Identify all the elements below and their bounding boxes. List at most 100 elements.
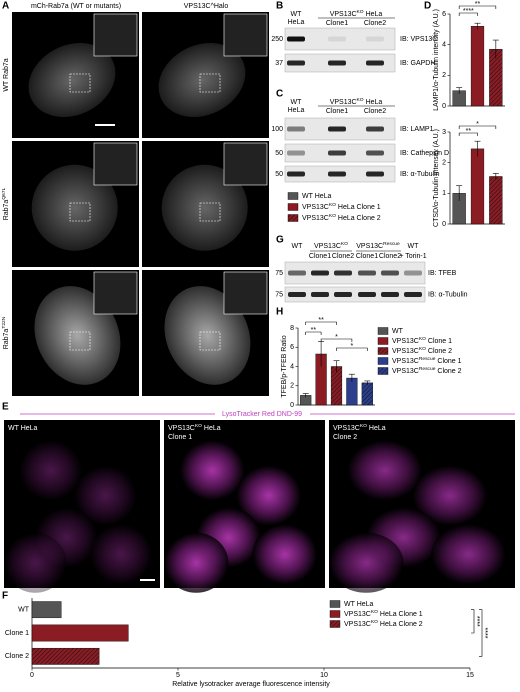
legend-swatch: [329, 620, 341, 628]
band: [287, 171, 305, 177]
significance: **: [318, 317, 324, 324]
significance: **: [475, 1, 481, 8]
cell: [31, 164, 118, 251]
panel-label: H: [276, 307, 283, 318]
header: WT: [291, 99, 303, 106]
blot-label: IB: α-Tubulin: [400, 171, 440, 178]
x-axis-label: Relative lysotracker average fluorescenc…: [172, 681, 330, 688]
legend-swatch: [377, 327, 389, 335]
lane-label: Clone2: [364, 108, 386, 115]
header: HeLa: [288, 107, 305, 114]
lane-label: Clone1: [326, 20, 348, 27]
lane-label: Clone1: [326, 108, 348, 115]
band: [404, 292, 422, 297]
band: [287, 36, 305, 42]
band: [288, 292, 306, 297]
mw-marker: 250: [271, 36, 283, 43]
mw-marker: 50: [275, 150, 283, 157]
y-tick-label: Clone 2: [5, 653, 29, 660]
band: [311, 292, 329, 297]
x-tick-label: 5: [176, 672, 180, 679]
panel-label: B: [276, 1, 283, 12]
bar: [31, 601, 62, 619]
significance: *: [351, 343, 354, 350]
legend-label: VPS13CKO Clone 1: [392, 336, 452, 345]
cell: [431, 524, 506, 585]
cell: [19, 440, 82, 501]
y-axis-label: CTSD/α-Tubulin intensity (A.U.): [433, 129, 440, 227]
y-tick-label: 1: [442, 190, 446, 197]
significance-bracket: [458, 5, 497, 9]
lane-label: Clone1: [356, 253, 378, 260]
legend-swatch: [377, 347, 389, 355]
band: [334, 270, 352, 276]
image-label: Clone 1: [168, 434, 192, 441]
band: [381, 270, 399, 276]
band: [366, 150, 384, 156]
lane-label: + Torin-1: [399, 253, 426, 260]
cell: [28, 43, 116, 117]
inset: [223, 13, 268, 57]
significance-bracket: [305, 321, 337, 325]
y-tick-label: 8: [290, 325, 294, 332]
y-tick-label: 3: [442, 129, 446, 136]
panel-label: A: [2, 1, 9, 12]
group-label: VPS13CRescue: [356, 241, 400, 250]
bar: [31, 624, 129, 642]
bar: [361, 382, 373, 406]
mw-marker: 37: [275, 60, 283, 67]
band: [366, 171, 384, 177]
group-label: VPS13CKO: [314, 241, 348, 250]
significance-bracket: [458, 125, 497, 129]
band: [328, 36, 346, 42]
significance-bracket: [305, 331, 322, 335]
inset-region: [69, 202, 91, 222]
significance: **: [466, 128, 472, 135]
bar: [470, 148, 485, 225]
significance-bracket: [320, 338, 353, 342]
header: VPS13CKO HeLa: [330, 9, 383, 18]
legend-label: VPS13CKO Clone 2: [392, 346, 452, 355]
lane-label: Clone2: [379, 253, 401, 260]
legend-label: VPS13CKO HeLa Clone 2: [302, 213, 381, 222]
cell: [329, 532, 404, 593]
row-label: Rab7aT22N: [1, 316, 10, 349]
blot-label: IB: α-Tubulin: [428, 291, 468, 298]
legend-swatch: [287, 192, 299, 200]
group-label: WT: [408, 243, 420, 250]
header: VPS13CKO HeLa: [330, 97, 383, 106]
blot-label: IB: Cathepsin D: [400, 150, 449, 157]
legend-label: VPS13CKO HeLa Clone 1: [302, 202, 381, 211]
band: [328, 150, 346, 156]
legend-label: WT HeLa: [344, 601, 374, 608]
significance: ****: [473, 616, 480, 627]
inset: [223, 271, 268, 315]
inset-region: [69, 73, 91, 93]
y-tick-label: 2: [290, 383, 294, 390]
y-tick-label: 6: [442, 11, 446, 18]
cell: [412, 465, 488, 526]
cell: [4, 532, 67, 593]
legend-swatch: [377, 367, 389, 375]
y-tick-label: 0: [442, 103, 446, 110]
panel-label: D: [424, 1, 431, 12]
significance-bracket: [336, 347, 368, 351]
panel-label: G: [276, 235, 284, 246]
significance: **: [311, 327, 317, 334]
column-label: mCh-Rab7a (WT or mutants): [31, 3, 121, 10]
header: WT: [291, 11, 303, 18]
cell: [74, 465, 137, 526]
significance: *: [335, 334, 338, 341]
image-title: LysoTracker Red DND-99: [222, 411, 302, 418]
y-tick-label: WT: [18, 607, 30, 614]
blot-label: IB: TFEB: [428, 270, 457, 277]
panel-label: E: [2, 402, 9, 413]
header: HeLa: [288, 19, 305, 26]
cell: [89, 524, 153, 585]
mw-marker: 100: [271, 126, 283, 133]
significance-bracket: [458, 132, 478, 136]
inset-region: [199, 202, 221, 222]
cell: [252, 524, 317, 585]
inset: [93, 271, 138, 315]
y-tick-label: Clone 1: [5, 630, 29, 637]
